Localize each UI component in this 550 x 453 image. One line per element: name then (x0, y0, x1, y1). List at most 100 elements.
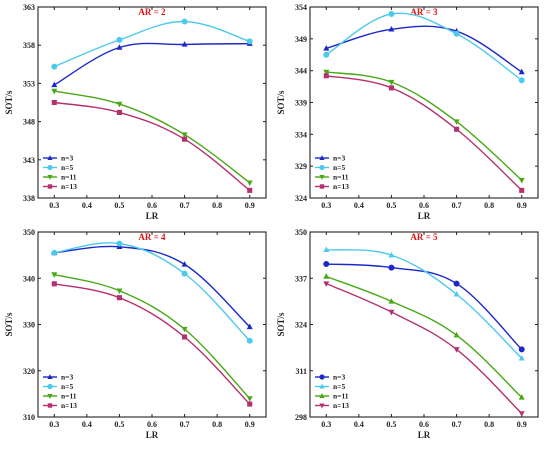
data-point-n=3 (453, 280, 460, 287)
x-tick-label: 0.7 (452, 201, 462, 210)
data-point-n=5 (323, 51, 330, 58)
data-point-n=3 (518, 68, 525, 75)
data-point-n=11 (453, 331, 460, 338)
data-point-n=3 (181, 261, 188, 267)
data-point-n=5 (453, 30, 460, 37)
x-tick-label: 0.7 (452, 420, 462, 429)
legend-marker (47, 394, 53, 399)
data-point-n=13 (388, 85, 394, 91)
y-tick-label: 353 (23, 79, 35, 88)
data-point-n=3 (518, 346, 525, 353)
data-point-n=5 (51, 249, 58, 256)
series-line-n=13 (326, 282, 523, 414)
x-tick-label: 0.9 (245, 420, 255, 429)
legend-entry: n=13 (333, 182, 349, 191)
y-tick-label: 350 (23, 228, 35, 237)
legend-marker (319, 383, 325, 389)
legend-entry: n=11 (333, 173, 349, 182)
data-point-n=5 (181, 270, 188, 277)
series-line-n=5 (325, 12, 523, 81)
data-point-n=3 (388, 25, 395, 32)
legend-entry: n=11 (333, 392, 349, 401)
chart-title: AR = 5 (410, 232, 438, 242)
series-line-n=11 (326, 275, 523, 398)
x-tick-label: 0.7 (180, 420, 190, 429)
data-point-n=13 (453, 347, 460, 353)
legend-marker (319, 403, 325, 409)
data-point-n=13 (388, 309, 395, 316)
y-axis-label: SOT/s (4, 90, 14, 115)
legend-entry: n=13 (333, 401, 349, 410)
legend-entry: n=5 (333, 163, 345, 172)
x-tick-label: 0.9 (517, 420, 527, 429)
series-line-n=11 (326, 71, 523, 181)
series-line-n=3 (326, 263, 523, 350)
y-tick-label: 334 (295, 130, 307, 139)
y-axis-label: SOT/s (276, 312, 286, 337)
x-tick-label: 0.6 (419, 201, 429, 210)
x-tick-label: 0.5 (114, 420, 124, 429)
y-tick-label: 339 (295, 99, 307, 108)
y-tick-label: 343 (23, 156, 35, 165)
chart-title: AR = 4 (138, 232, 166, 242)
x-tick-label: 0.9 (245, 201, 255, 210)
legend-marker (47, 184, 53, 189)
x-axis-label: LR (418, 211, 431, 221)
legend-entry: n=3 (61, 154, 73, 163)
y-tick-label: 338 (23, 194, 35, 203)
series-line-n=11 (54, 273, 251, 399)
data-point-n=3 (323, 261, 330, 268)
data-point-n=3 (51, 81, 58, 88)
x-tick-label: 0.4 (354, 420, 364, 429)
legend-marker (319, 164, 325, 171)
y-tick-label: 329 (295, 162, 307, 171)
series-line-n=3 (54, 245, 251, 328)
y-tick-label: 363 (23, 3, 35, 12)
data-point-n=13 (182, 334, 188, 340)
series-line-n=5 (54, 242, 251, 342)
data-point-n=11 (453, 119, 460, 125)
data-point-n=11 (388, 298, 395, 304)
data-point-n=5 (388, 11, 395, 18)
data-point-n=11 (51, 272, 58, 278)
legend-entry: n=3 (333, 373, 345, 382)
chart-panel-3: AR = 4 0.3 0.4 0.5 0.6 0.7 0.8 0.9 310 320 330 340 3… (4, 228, 267, 440)
legend-entry: n=5 (61, 382, 73, 391)
y-tick-label: 311 (295, 367, 307, 376)
legend-marker (319, 393, 325, 398)
x-tick-label: 0.3 (321, 420, 331, 429)
legend-marker (47, 175, 53, 180)
series-line-n=13 (54, 101, 251, 191)
data-point-n=11 (388, 79, 395, 86)
y-tick-label: 324 (295, 194, 307, 203)
legend-marker (319, 155, 325, 160)
legend-entry: n=3 (333, 154, 345, 163)
data-point-n=11 (181, 132, 188, 138)
data-point-n=3 (181, 41, 188, 47)
x-tick-label: 0.3 (321, 201, 331, 210)
data-point-n=3 (116, 44, 123, 50)
x-tick-label: 0.5 (386, 420, 396, 429)
data-point-n=5 (246, 337, 253, 344)
series-line-n=5 (326, 249, 523, 359)
series-line-n=13 (54, 283, 251, 405)
x-tick-label: 0.3 (49, 420, 59, 429)
x-axis-label: LR (146, 430, 159, 440)
data-point-n=13 (51, 281, 57, 287)
data-point-n=13 (323, 281, 330, 287)
data-point-n=3 (388, 264, 395, 271)
data-point-n=3 (323, 45, 330, 51)
data-point-n=5 (51, 63, 58, 70)
y-axis-label: SOT/s (276, 90, 286, 115)
x-tick-label: 0.5 (386, 201, 396, 210)
x-tick-label: 0.4 (82, 420, 92, 429)
legend-marker (47, 155, 53, 160)
data-point-n=11 (246, 180, 253, 187)
data-point-n=13 (454, 126, 460, 132)
y-tick-label: 298 (295, 413, 307, 422)
data-point-n=5 (388, 251, 395, 258)
legend-entry: n=11 (61, 173, 77, 182)
data-point-n=5 (116, 240, 123, 247)
